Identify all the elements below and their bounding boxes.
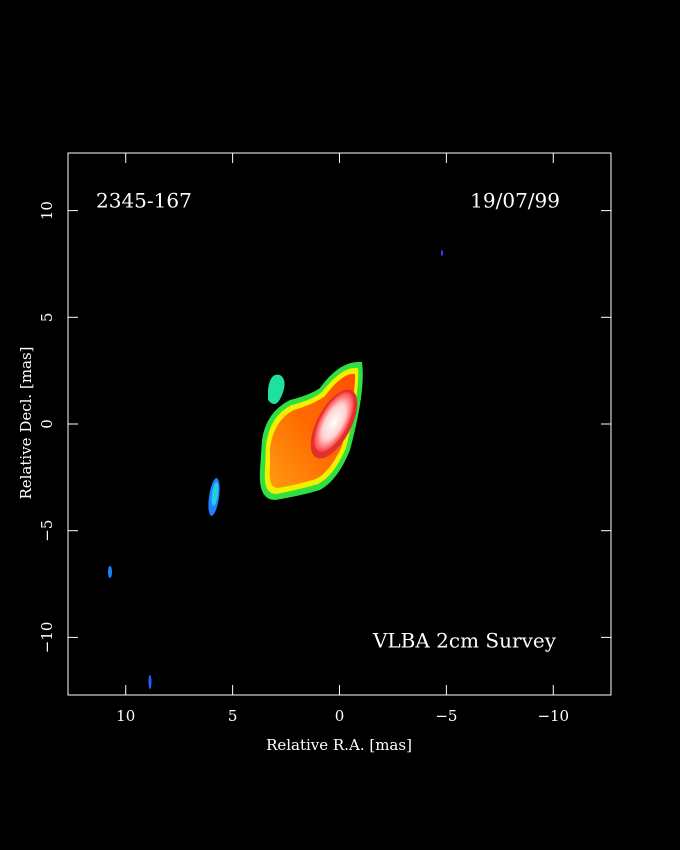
- x-tick-label: −10: [537, 707, 569, 725]
- x-tick-label: 5: [228, 707, 238, 725]
- x-axis-label: Relative R.A. [mas]: [266, 736, 412, 754]
- x-tick-label: 0: [335, 707, 345, 725]
- y-tick-label: 5: [38, 313, 56, 323]
- emission: [108, 250, 443, 689]
- x-tick-label: 10: [116, 707, 135, 725]
- y-tick-label: 10: [38, 201, 56, 220]
- survey-label: VLBA 2cm Survey: [372, 629, 557, 653]
- date-label: 19/07/99: [470, 189, 560, 213]
- x-tick-label: −5: [435, 707, 457, 725]
- y-tick-label: 0: [38, 419, 56, 429]
- y-tick-label: −5: [38, 520, 56, 542]
- y-tick-label: −10: [38, 622, 56, 654]
- source-label: 2345-167: [96, 189, 192, 213]
- y-axis-label: Relative Decl. [mas]: [17, 346, 35, 499]
